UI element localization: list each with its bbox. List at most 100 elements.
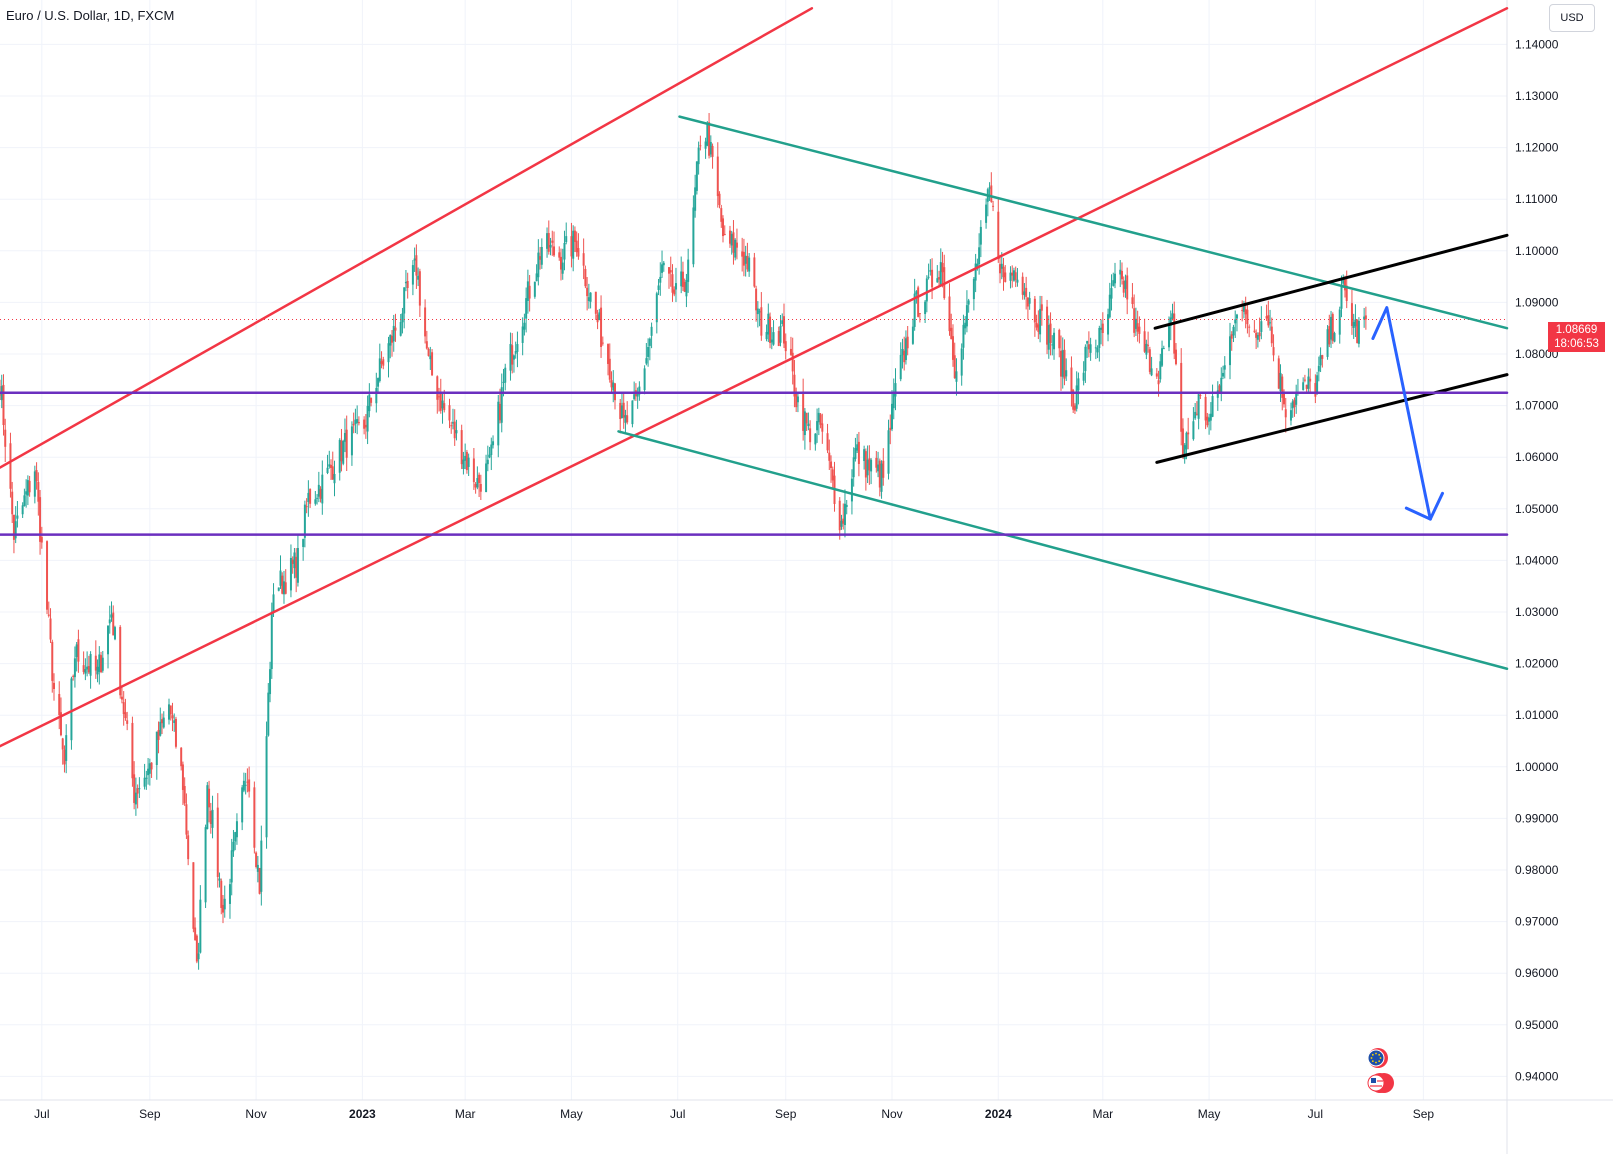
candle	[415, 244, 418, 289]
candle	[655, 291, 658, 334]
candle	[607, 343, 610, 376]
candle-body	[769, 316, 772, 343]
candle	[540, 238, 543, 269]
currency-button[interactable]: USD	[1549, 4, 1595, 32]
candle-body	[596, 314, 599, 323]
candle	[242, 772, 245, 793]
candle-body	[845, 504, 848, 508]
candle-body	[744, 255, 747, 264]
candle	[1047, 315, 1050, 359]
candle-body	[1309, 378, 1312, 382]
candle-body	[1147, 344, 1150, 346]
candle-body	[49, 618, 52, 640]
candle	[343, 418, 346, 453]
candle	[282, 570, 285, 604]
candle	[734, 238, 737, 261]
candle	[258, 867, 261, 895]
candle-body	[730, 234, 733, 246]
candle	[479, 474, 482, 501]
candle-body	[303, 504, 306, 538]
candle	[882, 448, 885, 486]
candle	[413, 247, 416, 272]
candle	[643, 365, 646, 395]
candle-body	[476, 478, 479, 488]
candle	[204, 824, 207, 908]
candle-body	[816, 421, 819, 431]
candle-body	[37, 481, 40, 502]
candle-body	[162, 717, 165, 728]
candle-body	[645, 358, 648, 364]
candle	[999, 254, 1002, 284]
candle-body	[1328, 326, 1331, 345]
candle	[1255, 329, 1258, 350]
candle	[718, 191, 721, 209]
candle	[319, 486, 322, 503]
candle	[253, 781, 256, 854]
candle	[742, 238, 745, 277]
candle	[208, 780, 211, 823]
candle-body	[917, 287, 920, 317]
candle-body	[500, 387, 503, 423]
candle	[962, 314, 965, 360]
candle-body	[894, 383, 897, 397]
candle-body	[425, 341, 428, 349]
date-tick-label: Nov	[881, 1107, 902, 1121]
candle	[1256, 332, 1259, 348]
candle	[657, 278, 660, 296]
candle	[838, 497, 841, 540]
candle-body	[392, 325, 395, 342]
candle	[1089, 337, 1092, 361]
candle	[948, 283, 951, 336]
candle	[1350, 289, 1353, 335]
candle-body	[674, 283, 677, 290]
candle-body	[16, 515, 19, 519]
candle	[584, 265, 587, 289]
candle	[817, 407, 820, 436]
wedge-lower	[1155, 373, 1509, 464]
candle-body	[1051, 344, 1054, 346]
candle-body	[1319, 355, 1322, 366]
candle-body	[638, 386, 641, 395]
candle-body	[1326, 329, 1329, 357]
candle-body	[319, 488, 322, 499]
candle-body	[870, 459, 873, 472]
candle	[328, 450, 331, 469]
candle	[173, 713, 176, 732]
candle	[1187, 417, 1190, 450]
candle	[157, 721, 160, 754]
candle-body	[1356, 320, 1359, 344]
candle-body	[1124, 280, 1127, 289]
candle-body	[1000, 263, 1003, 269]
candle-body	[72, 675, 75, 677]
candle-body	[108, 619, 111, 624]
candle-body	[1155, 373, 1158, 377]
candle	[878, 458, 881, 497]
candle-body	[864, 451, 867, 478]
candle-body	[1345, 285, 1348, 301]
candle-body	[1100, 327, 1103, 330]
candle	[866, 445, 869, 484]
candle-body	[73, 658, 76, 678]
candle-body	[546, 233, 549, 249]
candle	[695, 161, 698, 195]
candle-body	[887, 430, 890, 474]
candle	[194, 917, 197, 941]
candle	[451, 408, 454, 430]
candle-body	[1267, 315, 1270, 326]
candle	[1133, 294, 1136, 338]
candle-body	[598, 312, 601, 321]
candle-body	[1289, 410, 1292, 421]
candle-body	[406, 280, 409, 288]
candle-body	[134, 792, 137, 805]
candle	[46, 540, 49, 615]
candle-body	[1241, 310, 1244, 312]
candle-body	[1293, 399, 1296, 408]
candle	[363, 416, 366, 435]
candle-body	[378, 358, 381, 382]
candle	[924, 299, 927, 323]
candle	[39, 489, 42, 555]
candle	[619, 398, 622, 434]
candle	[819, 412, 822, 429]
candle-body	[784, 341, 787, 352]
